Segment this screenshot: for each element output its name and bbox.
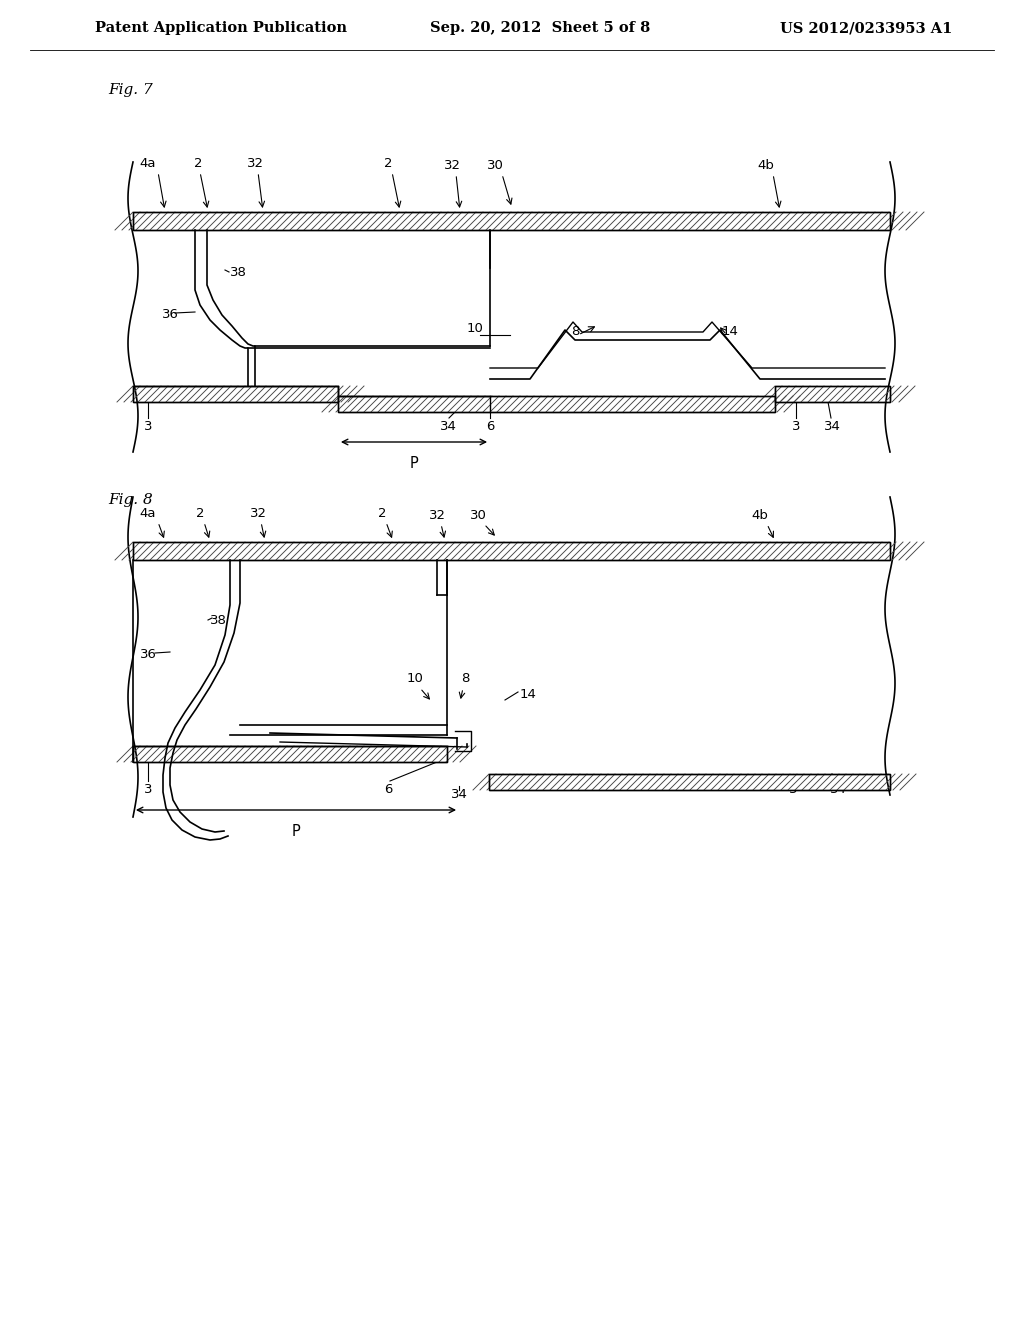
Bar (489, 774, 890, 789)
Text: 32: 32 (443, 158, 461, 172)
Text: 10: 10 (467, 322, 483, 335)
Text: P: P (292, 824, 300, 840)
Text: 38: 38 (210, 614, 227, 627)
Text: 38: 38 (230, 265, 247, 279)
Text: 6: 6 (384, 783, 392, 796)
Text: 4a: 4a (139, 157, 157, 170)
Text: Fig. 8: Fig. 8 (108, 492, 153, 507)
Text: 34: 34 (451, 788, 467, 801)
Text: US 2012/0233953 A1: US 2012/0233953 A1 (780, 21, 952, 36)
Bar (489, 774, 890, 789)
Text: 30: 30 (486, 158, 504, 172)
Text: 2: 2 (384, 157, 392, 170)
Text: 2: 2 (194, 157, 203, 170)
Bar (133, 385, 338, 403)
Bar (338, 396, 775, 412)
Bar (775, 385, 890, 403)
Text: 34: 34 (829, 783, 847, 796)
Text: 3: 3 (143, 783, 153, 796)
Text: 6: 6 (485, 420, 495, 433)
Text: Sep. 20, 2012  Sheet 5 of 8: Sep. 20, 2012 Sheet 5 of 8 (430, 21, 650, 36)
Bar (775, 385, 890, 403)
Text: 2: 2 (196, 507, 204, 520)
Bar (133, 213, 890, 230)
Bar (775, 385, 890, 403)
Text: 30: 30 (470, 510, 486, 521)
Bar (133, 385, 338, 403)
Bar (133, 746, 447, 762)
Text: 34: 34 (823, 420, 841, 433)
Bar (133, 746, 447, 762)
Text: 36: 36 (162, 309, 179, 322)
Bar (338, 396, 775, 412)
Bar (133, 543, 890, 560)
Text: 32: 32 (250, 507, 266, 520)
Text: P: P (410, 455, 419, 471)
Text: 34: 34 (439, 420, 457, 433)
Bar (489, 774, 890, 789)
Text: Patent Application Publication: Patent Application Publication (95, 21, 347, 36)
Text: 8: 8 (461, 672, 469, 685)
Text: 8: 8 (570, 325, 580, 338)
Text: 32: 32 (428, 510, 445, 521)
Text: 32: 32 (247, 157, 263, 170)
Bar (133, 213, 890, 230)
Bar (338, 396, 775, 412)
Text: 2: 2 (378, 507, 386, 520)
Bar (133, 543, 890, 560)
Text: 14: 14 (520, 689, 537, 701)
Text: 4b: 4b (752, 510, 768, 521)
Text: 3: 3 (788, 783, 798, 796)
Text: 10: 10 (407, 672, 424, 685)
Bar (133, 213, 890, 230)
Text: 36: 36 (140, 648, 157, 661)
Text: 3: 3 (143, 420, 153, 433)
Bar (133, 746, 447, 762)
Text: 14: 14 (722, 325, 738, 338)
Bar (133, 385, 338, 403)
Text: 3: 3 (792, 420, 800, 433)
Text: 4a: 4a (139, 507, 157, 520)
Text: Fig. 7: Fig. 7 (108, 83, 153, 96)
Bar (133, 543, 890, 560)
Text: 4b: 4b (758, 158, 774, 172)
